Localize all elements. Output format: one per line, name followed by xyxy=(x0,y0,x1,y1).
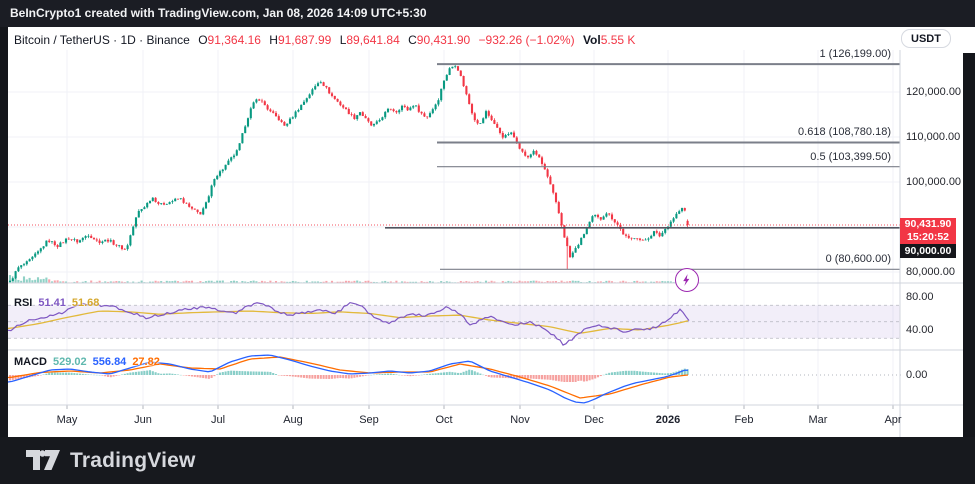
horizontal-ray-price-badge: 90,000.00 xyxy=(900,244,956,258)
volume-value: 5.55 K xyxy=(600,33,636,47)
low-value: 89,641.84 xyxy=(346,33,400,47)
time-axis-tick: Nov xyxy=(510,414,530,426)
time-axis-tick: Apr xyxy=(884,414,902,426)
price-axis-tick: 80,000.00 xyxy=(906,265,955,278)
volume-label: Vol xyxy=(582,33,601,47)
open-value: 91,364.16 xyxy=(207,33,261,47)
time-axis-tick: Aug xyxy=(283,414,303,426)
time-axis-tick: Oct xyxy=(435,414,453,426)
rsi-ma-value: 51.68 xyxy=(71,297,100,309)
time-axis-tick: Jul xyxy=(210,414,226,426)
chart-widget xyxy=(8,27,975,437)
rsi-value: 51.41 xyxy=(38,297,66,309)
rsi-line xyxy=(7,301,690,346)
high-label: H xyxy=(269,33,278,47)
last-price-value: 90,431.90 xyxy=(904,218,952,231)
rsi-axis-tick: 80.00 xyxy=(906,290,934,303)
price-axis-tick: 120,000.00 xyxy=(906,85,962,98)
macd-value: 556.84 xyxy=(92,356,127,368)
macd-hist-value: 529.02 xyxy=(53,356,87,368)
attribution-text: BeInCrypto1 created with TradingView.com… xyxy=(10,6,427,20)
brand-wordmark: TradingView xyxy=(70,448,196,472)
fib-level-label: 1 (126,199.00) xyxy=(819,48,891,61)
fib-level-label: 0 (80,600.00) xyxy=(825,253,891,266)
macd-legend[interactable]: MACD 529.02 556.84 27.82 xyxy=(14,356,166,368)
time-axis-tick: Feb xyxy=(734,414,754,426)
macd-axis-tick: 0.00 xyxy=(906,368,928,381)
currency-toggle-button[interactable]: USDT xyxy=(901,29,951,48)
rsi-ma-line xyxy=(7,310,689,334)
page-background-strip xyxy=(963,53,975,437)
macd-label: MACD xyxy=(14,356,47,368)
change-value: −932.26 (−1.02%) xyxy=(478,33,575,47)
symbol-legend[interactable]: Bitcoin / TetherUS · 1D · Binance O91,36… xyxy=(14,33,640,49)
attribution-bar: BeInCrypto1 created with TradingView.com… xyxy=(0,0,975,27)
rsi-axis-tick: 40.00 xyxy=(906,323,934,336)
countdown-timer: 15:20:52 xyxy=(906,231,950,244)
close-value: 90,431.90 xyxy=(416,33,471,47)
bolt-glyph xyxy=(683,274,690,286)
time-axis-tick: Mar xyxy=(808,414,828,426)
time-axis-tick: Sep xyxy=(359,414,379,426)
last-price-badge: 90,431.90 15:20:52 xyxy=(900,218,956,245)
low-label: L xyxy=(339,33,347,47)
lightning-bolt-icon[interactable] xyxy=(675,268,699,292)
fib-level-label: 0.5 (103,399.50) xyxy=(810,150,891,163)
time-axis-tick: May xyxy=(56,414,78,426)
open-label: O xyxy=(198,33,208,47)
tradingview-logo-icon xyxy=(26,450,60,470)
high-value: 91,687.99 xyxy=(277,33,332,47)
time-axis-tick: Jun xyxy=(134,414,152,426)
symbol-title: Bitcoin / TetherUS · 1D · Binance xyxy=(14,33,190,47)
close-label: C xyxy=(408,33,417,47)
brand-bar: TradingView xyxy=(0,437,975,484)
time-axis-tick: 2026 xyxy=(655,414,681,426)
macd-line xyxy=(7,354,689,404)
price-axis-tick: 100,000.00 xyxy=(906,175,962,188)
macd-signal-value: 27.82 xyxy=(132,356,160,368)
rsi-legend[interactable]: RSI 51.41 51.68 xyxy=(14,297,105,309)
price-axis-tick: 110,000.00 xyxy=(906,130,961,143)
rsi-label: RSI xyxy=(14,297,33,309)
fib-level-label: 0.618 (108,780.18) xyxy=(798,126,891,139)
time-axis-tick: Dec xyxy=(584,414,604,426)
